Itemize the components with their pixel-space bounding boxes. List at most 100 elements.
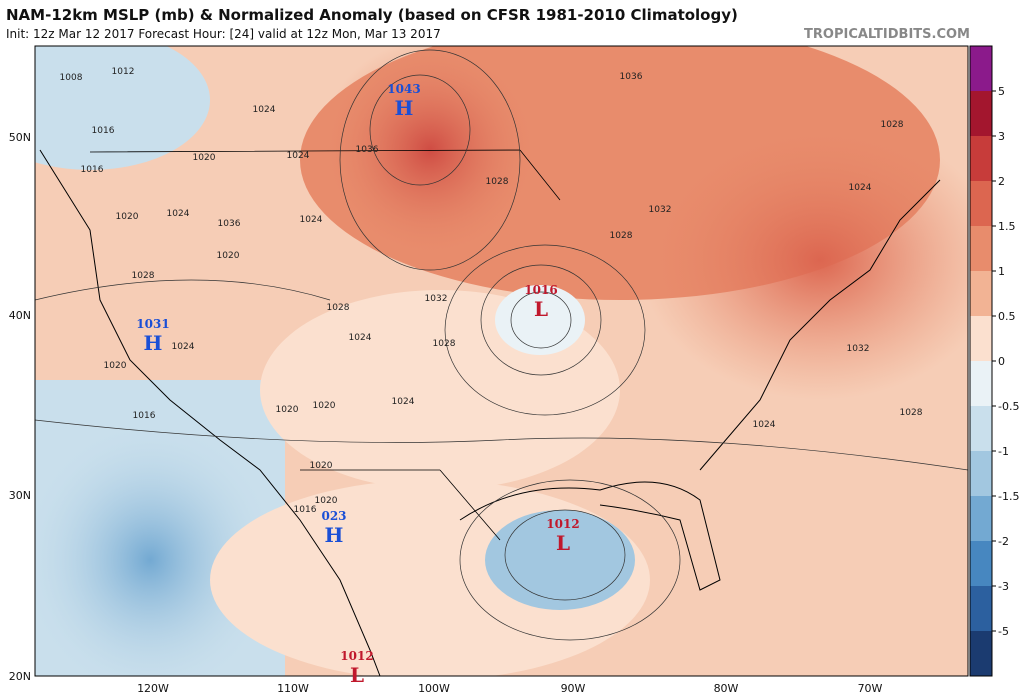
colorbar-label: 0	[998, 355, 1005, 368]
colorbar: 5 3 2 1.5 1 0.5 0 -0.5 -1 -1.5 -2 -3 -5	[969, 45, 1019, 677]
colorbar-segment	[970, 451, 992, 497]
center-symbol: H	[144, 331, 163, 355]
map	[35, 46, 968, 676]
colorbar-label: 5	[998, 85, 1005, 98]
contour-label: 1016	[133, 411, 156, 421]
border	[89, 149, 561, 541]
contour-label: 1032	[649, 205, 672, 215]
contour-label: 1020	[313, 401, 336, 411]
contour-label: 1032	[425, 294, 448, 304]
pacific-anomaly	[35, 420, 280, 676]
north-anomaly	[320, 46, 540, 260]
colorbar-label: 1	[998, 265, 1005, 278]
contour-label: 1028	[327, 303, 350, 313]
colorbar-segment	[970, 361, 992, 407]
contour-label: 1032	[847, 344, 870, 354]
contour-label: 1020	[310, 461, 333, 471]
colorbar-segment	[970, 271, 992, 317]
colorbar-segment	[970, 316, 992, 362]
contour-label: 1016	[294, 505, 317, 515]
contour-label: 1024	[753, 420, 776, 430]
colorbar-label: 0.5	[998, 310, 1016, 323]
credit: TROPICALTIDBITS.COM	[804, 27, 970, 42]
contour-label: 1020	[217, 251, 240, 261]
center-value: 023	[321, 509, 346, 523]
colorbar-label: -0.5	[998, 400, 1019, 413]
contour-label: 1016	[92, 126, 115, 136]
colorbar-segment	[970, 181, 992, 227]
center-symbol: L	[534, 297, 548, 321]
coastline	[699, 179, 941, 471]
contour-label: 1036	[620, 72, 643, 82]
colorbar-segment	[970, 406, 992, 452]
contour-label: 1028	[610, 231, 633, 241]
nw-anomaly	[35, 46, 210, 170]
gulf-anomaly	[485, 510, 635, 610]
lon-label: 120W	[137, 682, 169, 695]
contour-label: 1036	[218, 219, 241, 229]
contour-label: 1028	[900, 408, 923, 418]
center-symbol: H	[395, 96, 414, 120]
lat-label: 40N	[9, 309, 31, 322]
contour-label: 1016	[81, 165, 104, 175]
colorbar-label: -5	[998, 625, 1009, 638]
contour-label: 1020	[116, 212, 139, 222]
contour-label: 1024	[349, 333, 372, 343]
map-frame	[34, 45, 969, 677]
lon-label: 90W	[561, 682, 586, 695]
center-value: 1012	[546, 517, 579, 531]
center-value: 1016	[524, 283, 557, 297]
contour-label: 1020	[193, 153, 216, 163]
colorbar-label: -1.5	[998, 490, 1019, 503]
contour-label: 1020	[315, 496, 338, 506]
coastline	[459, 481, 721, 591]
contour-label: 1028	[881, 120, 904, 130]
contour-label: 1024	[253, 105, 276, 115]
colorbar-segment	[970, 136, 992, 182]
lon-label: 110W	[277, 682, 309, 695]
lat-label: 50N	[9, 131, 31, 144]
center-symbol: L	[350, 663, 364, 687]
colorbar-label: -1	[998, 445, 1009, 458]
contour-label: 1012	[112, 67, 135, 77]
colorbar-segment	[970, 91, 992, 137]
colorbar-segment	[970, 226, 992, 272]
contour-label: 1024	[392, 397, 415, 407]
colorbar-label: 1.5	[998, 220, 1016, 233]
contour-label: 1020	[104, 361, 127, 371]
east-anomaly	[640, 120, 968, 400]
coastline	[39, 149, 381, 676]
contour-label: 1036	[356, 145, 379, 155]
colorbar-segment	[970, 496, 992, 542]
contour-label: 1028	[486, 177, 509, 187]
colorbar-label: -3	[998, 580, 1009, 593]
center-symbol: L	[556, 531, 570, 555]
center-value: 1043	[387, 82, 420, 96]
colorbar-segment	[970, 586, 992, 632]
overlay: 50N 40N 30N 20N 120W 110W 100W 90W 80W 70W 1008 101…	[9, 67, 923, 695]
contour-label: 1024	[287, 151, 310, 161]
contour-label: 1024	[172, 342, 195, 352]
colorbar-segment	[970, 46, 992, 92]
colorbar-label: 3	[998, 130, 1005, 143]
contour-label: 1020	[276, 405, 299, 415]
colorbar-label: -2	[998, 535, 1009, 548]
lat-label: 20N	[9, 670, 31, 683]
lon-label: 80W	[714, 682, 739, 695]
contour-label: 1028	[433, 339, 456, 349]
lat-label: 30N	[9, 489, 31, 502]
contour-label: 1028	[132, 271, 155, 281]
center-value: 1012	[340, 649, 373, 663]
colorbar-segment	[970, 541, 992, 587]
contour-label: 1024	[167, 209, 190, 219]
subtitle: Init: 12z Mar 12 2017 Forecast Hour: [24…	[6, 27, 441, 41]
lon-label: 70W	[858, 682, 883, 695]
contour-label: 1024	[300, 215, 323, 225]
isobars	[35, 49, 968, 641]
lon-label: 100W	[418, 682, 450, 695]
contour-label: 1024	[849, 183, 872, 193]
contour-label: 1008	[60, 73, 83, 83]
title: NAM-12km MSLP (mb) & Normalized Anomaly …	[6, 6, 738, 24]
center-value: 1031	[136, 317, 169, 331]
